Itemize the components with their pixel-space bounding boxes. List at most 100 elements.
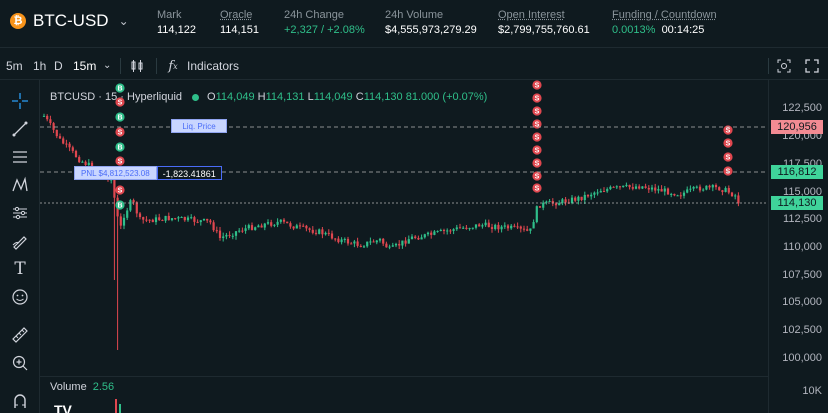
candle-body <box>407 239 410 244</box>
candle-body <box>382 238 385 244</box>
candle-body <box>42 115 46 117</box>
pnl-label[interactable]: PNL $4,812,523.08 -1,823.41861 <box>74 166 222 180</box>
stat-value: $2,799,755,760.61 <box>498 24 590 36</box>
interval-1h[interactable]: 1h <box>33 59 47 73</box>
text-tool-icon[interactable]: T <box>14 259 26 279</box>
candle-body <box>247 225 250 229</box>
candle-body <box>730 192 734 197</box>
price-axis[interactable]: 122,500 120,000 117,500 115,000 112,500 … <box>768 80 828 413</box>
indicators-button[interactable]: Indicators <box>187 59 240 73</box>
interval-d[interactable]: D <box>54 59 63 73</box>
price-tick: 115,000 <box>783 186 822 198</box>
candle-body <box>516 226 519 228</box>
sell-marker-label: S <box>535 135 540 142</box>
buy-marker-label: B <box>117 203 122 210</box>
candle-body <box>55 129 58 137</box>
candle-body <box>350 243 353 245</box>
stat-value: +2,327 / +2.08% <box>284 24 365 36</box>
tradingview-logo[interactable]: TV <box>54 402 72 413</box>
candle-body <box>49 119 52 124</box>
candle-body <box>673 193 676 196</box>
stat-label[interactable]: Funding / Countdown <box>612 9 717 21</box>
candle-body <box>286 221 289 224</box>
volume-tick: 10K <box>802 385 822 397</box>
candle-body <box>244 228 247 231</box>
candle-body <box>241 230 244 232</box>
chevron-down-icon[interactable]: ⌄ <box>103 60 112 71</box>
candle-body <box>455 227 458 230</box>
sell-marker-label: S <box>726 128 731 135</box>
stat-label: 24h Change <box>284 9 344 21</box>
price-tick: 102,500 <box>782 324 822 336</box>
zoom-in-icon[interactable] <box>9 352 31 374</box>
chevron-down-icon[interactable]: ⌄ <box>118 14 129 28</box>
candle-body <box>193 217 196 222</box>
candle-body <box>321 229 324 235</box>
fullscreen-icon[interactable] <box>803 57 821 75</box>
candle-body <box>564 199 567 203</box>
price-tick: 100,000 <box>782 352 822 364</box>
pnl-text: PNL $4,812,523.08 <box>74 166 157 180</box>
candlestick-icon[interactable] <box>128 57 146 75</box>
sell-marker-label: S <box>535 161 540 168</box>
stat-label[interactable]: Oracle <box>220 9 253 21</box>
ruler-icon[interactable] <box>9 324 31 346</box>
candle-body <box>135 202 138 214</box>
candle-body <box>292 226 295 229</box>
volume-pane[interactable] <box>40 376 768 413</box>
screenshot-search-icon[interactable] <box>775 57 793 75</box>
legend-symbol[interactable]: BTCUSD · 15 · Hyperliquid <box>50 91 183 103</box>
candle-body <box>340 239 343 243</box>
sell-marker-label: S <box>726 155 731 162</box>
crosshair-icon[interactable] <box>9 90 31 112</box>
candle-body <box>497 224 500 230</box>
candle-body <box>62 138 65 144</box>
candle-body <box>558 203 561 206</box>
stat-label[interactable]: Open Interest <box>498 9 565 21</box>
candle-body <box>500 226 503 230</box>
candle-body <box>577 196 580 201</box>
candle-body <box>186 217 190 221</box>
candle-body <box>132 200 135 203</box>
candle-body <box>670 193 673 195</box>
trend-line-icon[interactable] <box>9 118 31 140</box>
pattern-icon[interactable] <box>9 174 31 196</box>
brush-icon[interactable] <box>9 230 31 252</box>
candle-body <box>554 203 558 206</box>
candle-body <box>538 206 542 208</box>
candle-body <box>138 213 142 218</box>
candle-body <box>276 221 279 225</box>
candle-body <box>343 238 346 240</box>
ticker-name: BTC-USD <box>33 11 109 30</box>
candle-body <box>167 215 170 221</box>
legend-high-label: H <box>257 91 266 103</box>
candle-body <box>679 195 682 197</box>
candle-body <box>702 189 705 191</box>
interval-15m[interactable]: 15m <box>73 59 97 73</box>
emoji-icon[interactable] <box>9 286 31 308</box>
candle-body <box>263 223 266 228</box>
sell-marker <box>723 125 733 135</box>
magnet-icon[interactable] <box>9 390 31 412</box>
current-price-tag: 114,130 <box>771 196 823 210</box>
candle-body <box>686 189 689 193</box>
measure-tools-icon[interactable] <box>9 202 31 224</box>
candle-body <box>596 192 599 194</box>
candle-body <box>231 235 234 237</box>
candle-body <box>458 227 462 229</box>
interval-5m[interactable]: 5m <box>6 59 23 73</box>
candle-body <box>433 231 436 235</box>
candlestick-chart[interactable]: BSBSBSBSBSSSSSSSSSSSSS <box>40 80 768 376</box>
candle-body <box>529 228 532 231</box>
candle-body <box>682 192 686 196</box>
buy-marker-label: B <box>117 145 122 152</box>
bitcoin-icon: ₿ <box>10 13 26 29</box>
ticker-selector[interactable]: ₿ BTC-USD ⌄ <box>10 11 129 31</box>
liq-price-label[interactable]: Liq. Price <box>171 119 227 133</box>
candle-body <box>647 187 650 190</box>
candle-body <box>302 225 305 227</box>
candle-body <box>177 217 180 219</box>
candle-body <box>359 245 362 247</box>
horizontal-lines-icon[interactable] <box>9 146 31 168</box>
